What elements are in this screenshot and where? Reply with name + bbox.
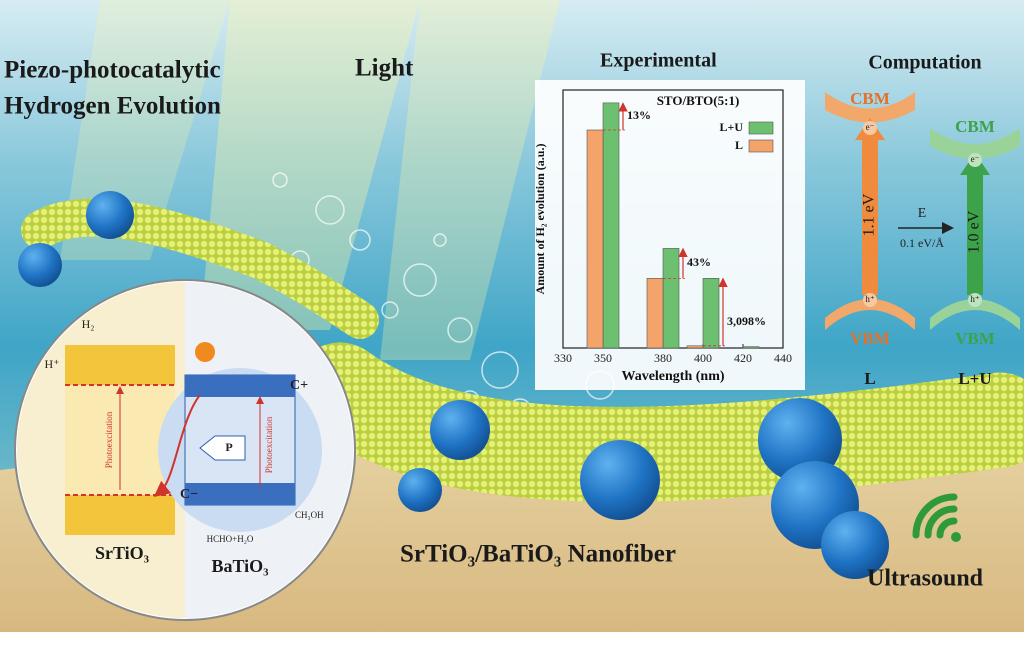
c-minus-label: C− (180, 487, 198, 502)
h2-label: H₂ (82, 317, 95, 331)
x-tick-label: 400 (694, 351, 712, 365)
mechanism-inset: H₂ H⁺ Photoexcitation Photoexcitation P … (14, 279, 356, 621)
material-label: BaTiO₃ (211, 556, 269, 576)
bar (702, 278, 720, 349)
cbm-label: CBM (955, 117, 995, 136)
computation-diagram: Computation CBM e⁻ 1.1 eV h⁺ VBM L CBM e… (825, 52, 1020, 388)
legend-swatch (748, 139, 774, 153)
photoexcitation-label: Photoexcitation (104, 411, 114, 468)
y-axis-label: Amount of H₂ evolution (a.u.) (533, 144, 547, 295)
vbm-label: VBM (955, 329, 995, 348)
increase-label: 3,098% (727, 314, 766, 328)
photoexcitation-label: Photoexcitation (264, 416, 274, 473)
gap-label: 1.1 eV (861, 193, 878, 236)
x-tick-label: 380 (654, 351, 672, 365)
field-label: E (918, 206, 927, 221)
legend-label: L (735, 138, 743, 152)
vbm-label: VBM (850, 329, 890, 348)
chart-title: STO/BTO(5:1) (657, 93, 740, 108)
bar (646, 278, 664, 349)
x-axis-label: Wavelength (nm) (621, 369, 724, 384)
h-plus-label: H⁺ (45, 357, 60, 371)
field-value: 0.1 eV/Å (900, 236, 944, 250)
bar (586, 129, 604, 349)
cbm-label: CBM (850, 89, 890, 108)
ultrasound-label: Ultrasound (867, 566, 984, 592)
bar (742, 346, 760, 349)
ultrasound-icon (912, 493, 961, 542)
x-tick-label: 350 (594, 351, 612, 365)
hole-label: h⁺ (970, 294, 980, 304)
title-line: Hydrogen Evolution (4, 93, 221, 120)
light-label: Light (355, 55, 414, 82)
nanofiber-label: SrTiO₃/BaTiO₃ Nanofiber (400, 541, 676, 568)
increase-label: 43% (687, 255, 711, 269)
legend-swatch (748, 121, 774, 135)
bar (602, 102, 620, 349)
increase-label: 13% (627, 108, 651, 122)
hole-label: h⁺ (865, 294, 875, 304)
computation-title: Computation (868, 52, 981, 74)
bar (662, 248, 680, 349)
x-tick-label: 440 (774, 351, 792, 365)
c-plus-label: C+ (290, 378, 308, 393)
legend-label: L+U (719, 120, 743, 134)
title-line: Piezo-photocatalytic (4, 57, 221, 84)
electron-label: e⁻ (866, 122, 875, 132)
gap-label: 1.0 eV (966, 210, 983, 253)
experimental-label: Experimental (600, 50, 717, 72)
x-tick-label: 330 (554, 351, 572, 365)
material-label: SrTiO₃ (95, 543, 150, 563)
case-label: L+U (958, 369, 991, 388)
electron-label: e⁻ (971, 154, 980, 164)
x-tick-label: 420 (734, 351, 752, 365)
methanol-label: CH₃OH (295, 510, 324, 520)
inset-chart: 330 350 380 400 420 440 Wavelength (nm) Amount … (533, 80, 805, 390)
bar (686, 345, 704, 349)
products-label: HCHO+H₂O (207, 534, 254, 544)
case-label: L (864, 369, 875, 388)
polarization-label: P (225, 440, 232, 454)
nanofiber (18, 191, 1024, 579)
